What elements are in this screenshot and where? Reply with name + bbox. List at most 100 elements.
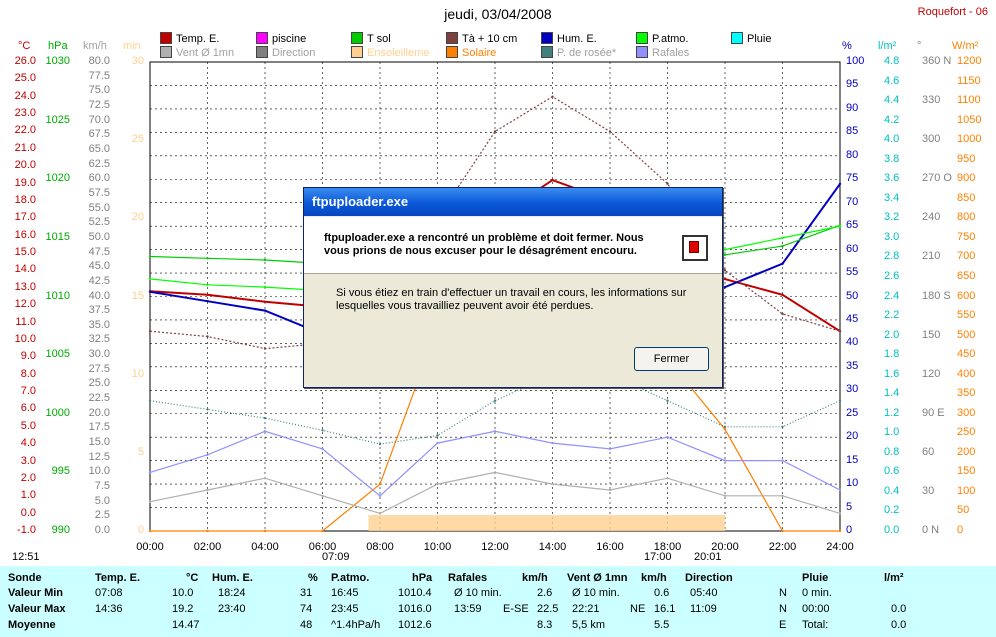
temp-tick: 24.0 — [14, 89, 36, 102]
legend-label: Pluie — [747, 33, 772, 45]
data-point — [781, 459, 784, 462]
dialog-header: ftpuploader.exe a rencontré un problème … — [304, 217, 722, 274]
rain-tick: 2.8 — [884, 250, 900, 263]
speed-tick: 40.0 — [88, 289, 110, 302]
direction-tick: 60 — [922, 445, 935, 458]
direction-tick: 360 N — [922, 55, 952, 67]
table-cell: Ø 10 min. — [572, 587, 620, 599]
table-cell: 19.2 — [172, 603, 194, 615]
close-button[interactable]: Fermer — [634, 347, 709, 371]
legend-item: P. de rosée* — [541, 46, 616, 59]
temp-tick: 1.0 — [20, 489, 36, 502]
table-header-pluie-unit: l/m² — [884, 572, 904, 584]
pressure-tick: 1005 — [45, 348, 70, 361]
time-tick: 02:00 — [193, 541, 222, 553]
speed-tick: 20.0 — [88, 406, 110, 419]
data-point — [378, 482, 382, 486]
rain-tick: 0.0 — [884, 524, 900, 536]
data-point — [781, 494, 784, 497]
legend-item: piscine — [256, 32, 306, 45]
data-point — [781, 236, 784, 240]
time-tick: 20:00 — [711, 541, 739, 553]
rain-tick: 1.8 — [884, 348, 900, 361]
legend-swatch — [446, 32, 458, 44]
speed-tick: 5.0 — [94, 494, 110, 507]
speed-tick: 70.0 — [88, 113, 110, 126]
speed-tick: 32.5 — [88, 333, 110, 346]
data-point — [206, 529, 209, 533]
power-tick: 1100 — [957, 94, 981, 107]
table-row-label: Moyenne — [8, 619, 56, 631]
data-point — [206, 293, 209, 296]
direction-tick: 30 — [922, 484, 935, 497]
speed-tick: 22.5 — [88, 392, 110, 405]
rain-tick: 0.8 — [884, 445, 900, 458]
power-tick: 0 — [957, 524, 964, 536]
rain-tick: 1.4 — [884, 387, 900, 400]
table-header-rafales: Rafales — [448, 572, 488, 584]
time-tick: 12:00 — [481, 541, 509, 553]
legend-label: T sol — [367, 33, 391, 45]
rain-tick: 1.0 — [884, 426, 900, 439]
legend-label: Solaire — [462, 47, 497, 59]
percent-tick: 75 — [846, 172, 859, 185]
temp-tick: 22.0 — [14, 124, 36, 137]
table-header-vent-unit: km/h — [641, 572, 667, 584]
power-tick: 900 — [957, 172, 976, 185]
speed-tick: 52.5 — [88, 216, 110, 229]
speed-tick: 75.0 — [88, 84, 110, 97]
summary-table: Sonde Temp. E. °C Hum. E. % P.atmo. hPa … — [0, 566, 996, 637]
data-point — [723, 277, 727, 281]
speed-tick: 80.0 — [88, 55, 110, 67]
data-point — [321, 429, 324, 432]
solar-noon-time: 17:00 — [644, 551, 672, 563]
temp-tick: 14.0 — [14, 263, 36, 276]
data-point — [838, 399, 842, 402]
direction-tick: 120 — [922, 367, 941, 380]
legend-label: P. de rosée* — [557, 47, 617, 59]
power-tick: 150 — [957, 465, 976, 478]
temp-tick: 16.0 — [14, 228, 36, 241]
pressure-tick: 1010 — [45, 289, 70, 302]
data-point — [263, 430, 267, 433]
rain-tick: 3.0 — [884, 230, 900, 243]
speed-tick: 0.0 — [94, 524, 110, 536]
pressure-tick: 1030 — [45, 55, 70, 67]
data-point — [723, 459, 727, 462]
percent-tick: 85 — [846, 125, 859, 138]
unit-speed: km/h — [83, 40, 107, 52]
table-cell: E-SE — [503, 603, 529, 615]
table-cell: 0.0 — [891, 619, 907, 631]
temp-tick: 8.0 — [20, 367, 36, 380]
data-point — [148, 399, 152, 402]
speed-tick: 37.5 — [88, 304, 110, 317]
legend-label: Ensoleilleme — [367, 47, 430, 59]
table-header-sonde: Sonde — [8, 572, 42, 584]
temp-tick: 20.0 — [14, 159, 36, 172]
data-point — [838, 529, 842, 533]
temp-tick: 2.0 — [20, 471, 36, 484]
data-point — [378, 512, 382, 515]
percent-tick: 95 — [846, 78, 859, 91]
percent-tick: 100 — [846, 55, 865, 67]
temp-tick: 6.0 — [20, 402, 36, 415]
data-point — [551, 95, 554, 98]
power-tick: 750 — [957, 230, 976, 243]
data-point — [206, 453, 209, 456]
speed-tick: 25.0 — [88, 377, 110, 390]
legend-item: P.atmo. — [636, 32, 689, 45]
power-tick: 650 — [957, 269, 976, 282]
page-title: jeudi, 03/04/2008 — [444, 6, 552, 22]
power-tick: 50 — [957, 504, 970, 517]
sunrise-time: 07:09 — [322, 551, 350, 563]
data-point — [666, 399, 669, 402]
table-header-direction: Direction — [685, 572, 733, 584]
table-cell: NE — [630, 603, 646, 615]
power-tick: 1000 — [957, 133, 982, 146]
speed-tick: 35.0 — [88, 318, 110, 331]
percent-tick: 80 — [846, 148, 859, 161]
data-point — [148, 500, 152, 503]
power-tick: 300 — [957, 406, 976, 419]
data-point — [263, 300, 267, 303]
power-tick: 1150 — [957, 74, 981, 87]
